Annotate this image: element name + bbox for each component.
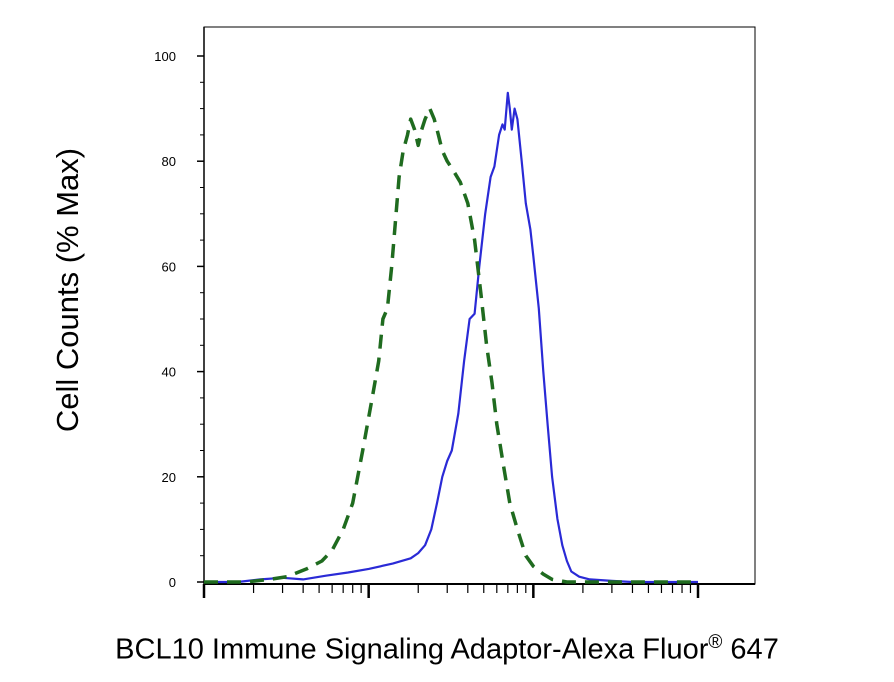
y-tick-label: 0 [169, 575, 176, 590]
x-axis-ticks [202, 584, 700, 598]
plot-frame [203, 26, 756, 585]
x-axis-label-main: BCL10 Immune Signaling Adaptor-Alexa Flu… [115, 633, 709, 666]
y-tick-label: 80 [162, 154, 176, 169]
series-line-solid [204, 91, 698, 584]
x-axis-label: BCL10 Immune Signaling Adaptor-Alexa Flu… [0, 632, 894, 667]
y-tick-label: 100 [154, 49, 176, 64]
y-axis-ticks: 0 20 40 60 80 100 [154, 49, 204, 590]
y-axis-label-text: Cell Counts (% Max) [50, 147, 85, 433]
y-axis-label: Cell Counts (% Max) [38, 80, 98, 500]
series-layer [204, 91, 698, 584]
y-tick-label: 20 [162, 470, 176, 485]
series-line-dashed [204, 106, 698, 584]
y-tick-label: 60 [162, 259, 176, 274]
x-axis-label-tail: 647 [722, 633, 779, 666]
y-tick-label: 40 [162, 365, 176, 380]
registered-mark: ® [708, 632, 723, 653]
